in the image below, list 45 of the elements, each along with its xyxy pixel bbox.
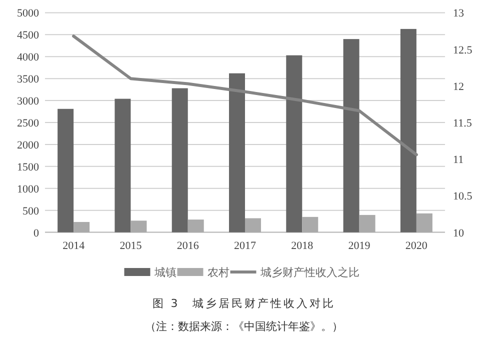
bar bbox=[114, 98, 131, 232]
bar bbox=[400, 28, 416, 232]
bar bbox=[245, 218, 261, 232]
y-tick-label: 4000 bbox=[17, 52, 40, 64]
text: 图 3 城乡居民财产性收入对比 bbox=[152, 297, 336, 310]
legend-label: 农村 bbox=[207, 266, 230, 279]
bar bbox=[302, 216, 318, 232]
x-tick-label: 2020 bbox=[405, 240, 428, 252]
bar bbox=[58, 108, 74, 232]
y2-tick-label: 12 bbox=[453, 80, 464, 93]
y-tick-label: 2500 bbox=[17, 118, 40, 130]
y-tick-label: 5000 bbox=[17, 8, 40, 20]
y2-tick-label: 10 bbox=[453, 227, 464, 240]
bar bbox=[188, 220, 204, 232]
y-tick-label: 3500 bbox=[17, 74, 40, 86]
y2-tick-label: 11 bbox=[453, 154, 464, 166]
x-tick-label: 2014 bbox=[62, 240, 86, 252]
y-tick-label: 0 bbox=[34, 227, 40, 240]
bar bbox=[416, 213, 432, 232]
text: （注：数据来源：《中国统计年鉴》。） bbox=[145, 320, 343, 333]
y2-tick-label: 11.5 bbox=[453, 118, 472, 130]
bar bbox=[172, 88, 188, 232]
x-tick-label: 2018 bbox=[291, 240, 314, 252]
x-tick-label: 2016 bbox=[176, 240, 200, 252]
legend-label: 城镇 bbox=[153, 266, 176, 279]
y2-tick-label: 12.5 bbox=[453, 44, 473, 56]
y-tick-label: 1000 bbox=[17, 183, 40, 196]
bar bbox=[130, 220, 147, 232]
x-tick-label: 2015 bbox=[120, 240, 142, 252]
bar bbox=[286, 55, 302, 232]
bar bbox=[229, 73, 245, 232]
x-tick-label: 2019 bbox=[348, 240, 371, 252]
y2-tick-label: 10.5 bbox=[453, 190, 473, 203]
bar bbox=[74, 222, 90, 232]
bar bbox=[359, 214, 376, 232]
y-tick-label: 4500 bbox=[17, 30, 40, 42]
y2-tick-label: 13 bbox=[453, 8, 464, 20]
line-series bbox=[72, 34, 418, 156]
x-tick-label: 2017 bbox=[234, 240, 256, 252]
legend-label: 城乡财产性收入之比 bbox=[259, 266, 360, 279]
y-tick-label: 3000 bbox=[17, 96, 40, 108]
y-tick-label: 1500 bbox=[17, 161, 40, 174]
y-tick-label: 2000 bbox=[17, 139, 40, 152]
y-tick-label: 500 bbox=[22, 205, 40, 218]
bar bbox=[343, 39, 360, 232]
